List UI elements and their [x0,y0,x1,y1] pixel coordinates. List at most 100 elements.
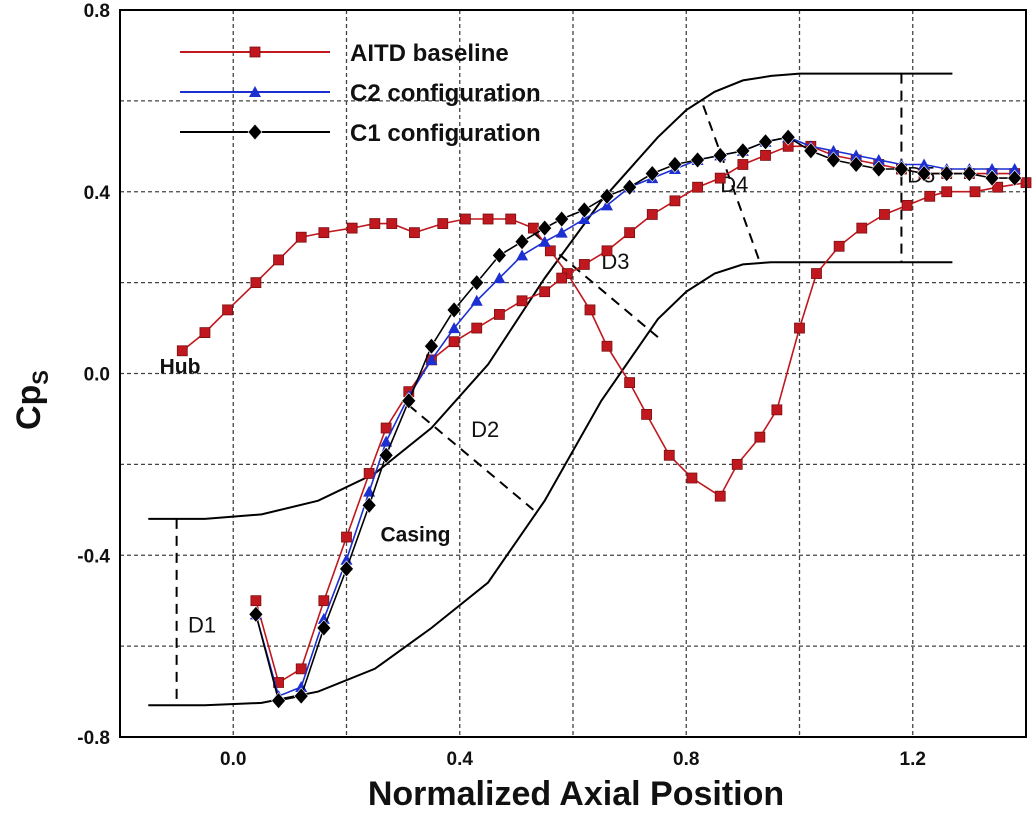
data-point-diamond [576,201,592,219]
data-point-diamond [735,142,751,160]
data-point-triangle [1008,163,1021,175]
data-point-triangle [872,153,885,165]
data-point-diamond [644,165,660,183]
data-point-square [692,181,703,193]
data-point-square [386,218,398,229]
y-tick-label: -0.4 [77,546,110,567]
series-c1-configuration [248,128,1023,710]
data-point-diamond [667,156,683,173]
data-point-square [471,322,483,334]
data-point-diamond [271,692,286,710]
data-point-diamond [339,560,354,578]
y-tick-label: 0.8 [84,1,110,22]
section-label: D2 [471,417,499,442]
data-point-diamond [894,160,909,178]
data-point-diamond [803,142,819,160]
section-line [702,105,761,263]
data-point-square [901,199,913,211]
data-point-diamond [424,337,439,355]
data-point-square [437,218,449,229]
x-axis-title: Normalized Axial Position [368,775,784,813]
data-point-diamond [378,446,394,464]
series-c2-configuration [249,131,1021,702]
data-point-diamond [316,619,332,637]
plot-frame [119,9,1027,738]
data-point-square [409,227,420,239]
data-point-diamond [712,146,728,164]
data-point-square [760,149,771,161]
data-point-diamond [780,128,796,146]
y-tick-label: -0.8 [77,728,110,749]
data-point-square [601,340,613,352]
data-point-square [460,213,471,225]
data-point-square [924,190,936,202]
y-axis-title-main: Cp [10,385,48,430]
data-point-diamond [469,274,485,292]
data-point-square [544,245,556,257]
y-tick-labels: 0.8 0.4 0.0 -0.4 -0.8 [77,1,110,749]
data-point-square [879,209,890,220]
data-point-square [363,468,375,479]
data-point-square [250,277,262,289]
hub-wall-line [148,261,953,707]
annotation-casing: Casing [380,524,450,547]
data-point-triangle [578,213,591,225]
data-point-square [199,327,211,339]
series-line [181,181,1027,498]
data-point-triangle [470,294,483,306]
data-point-diamond [361,496,377,514]
y-tick-label: 0.0 [84,365,110,386]
data-point-square [686,472,698,484]
data-point-triangle [827,144,840,156]
data-point-square [318,595,330,607]
legend: AITD baseline C2 configuration C1 configur… [180,40,541,147]
data-point-triangle [493,272,506,284]
data-point-square [556,272,568,284]
data-point-diamond [514,233,530,251]
data-point-triangle [249,86,261,97]
annotation-hub: Hub [160,356,201,379]
x-tick-labels: 0.0 0.4 0.8 1.2 [220,749,926,770]
series-group [176,128,1032,710]
data-point-square [346,222,358,234]
data-point-square [856,222,868,234]
data-point-diamond [622,178,638,196]
data-point-square [493,309,505,320]
data-point-square [341,531,352,543]
y-axis-title-sub: S [28,370,53,385]
data-point-square [992,181,1004,193]
series-aitd-baseline [176,140,1032,688]
data-point-square [663,449,675,461]
data-point-square [369,218,381,229]
data-point-square [249,46,261,58]
grid [120,9,1026,738]
data-point-triangle [516,249,529,261]
data-point-diamond [491,246,507,264]
data-point-triangle [555,226,568,238]
data-point-diamond [984,169,1000,187]
data-point-diamond [826,151,841,169]
data-point-square [646,209,658,220]
y-axis-title: CpS [10,370,53,430]
annotations: Hub Casing [160,356,451,547]
data-point-square [754,431,766,443]
data-point-diamond [939,165,955,183]
data-point-square [318,227,330,239]
data-point-square [669,195,681,207]
data-point-triangle [538,235,551,247]
legend-label: C2 configuration [350,80,541,107]
data-point-square [941,186,953,198]
x-tick-label: 0.0 [220,749,246,770]
data-point-diamond [293,687,309,705]
data-point-square [222,304,233,316]
data-point-square [539,286,551,298]
data-point-square [448,336,460,348]
x-tick-label: 0.4 [447,749,474,770]
data-point-diamond [247,123,263,141]
data-point-square [794,322,805,334]
data-point-diamond [599,187,615,205]
data-point-diamond [248,605,264,623]
data-point-square [969,186,981,198]
geometry: D1D2D3D4D5 [148,72,953,707]
